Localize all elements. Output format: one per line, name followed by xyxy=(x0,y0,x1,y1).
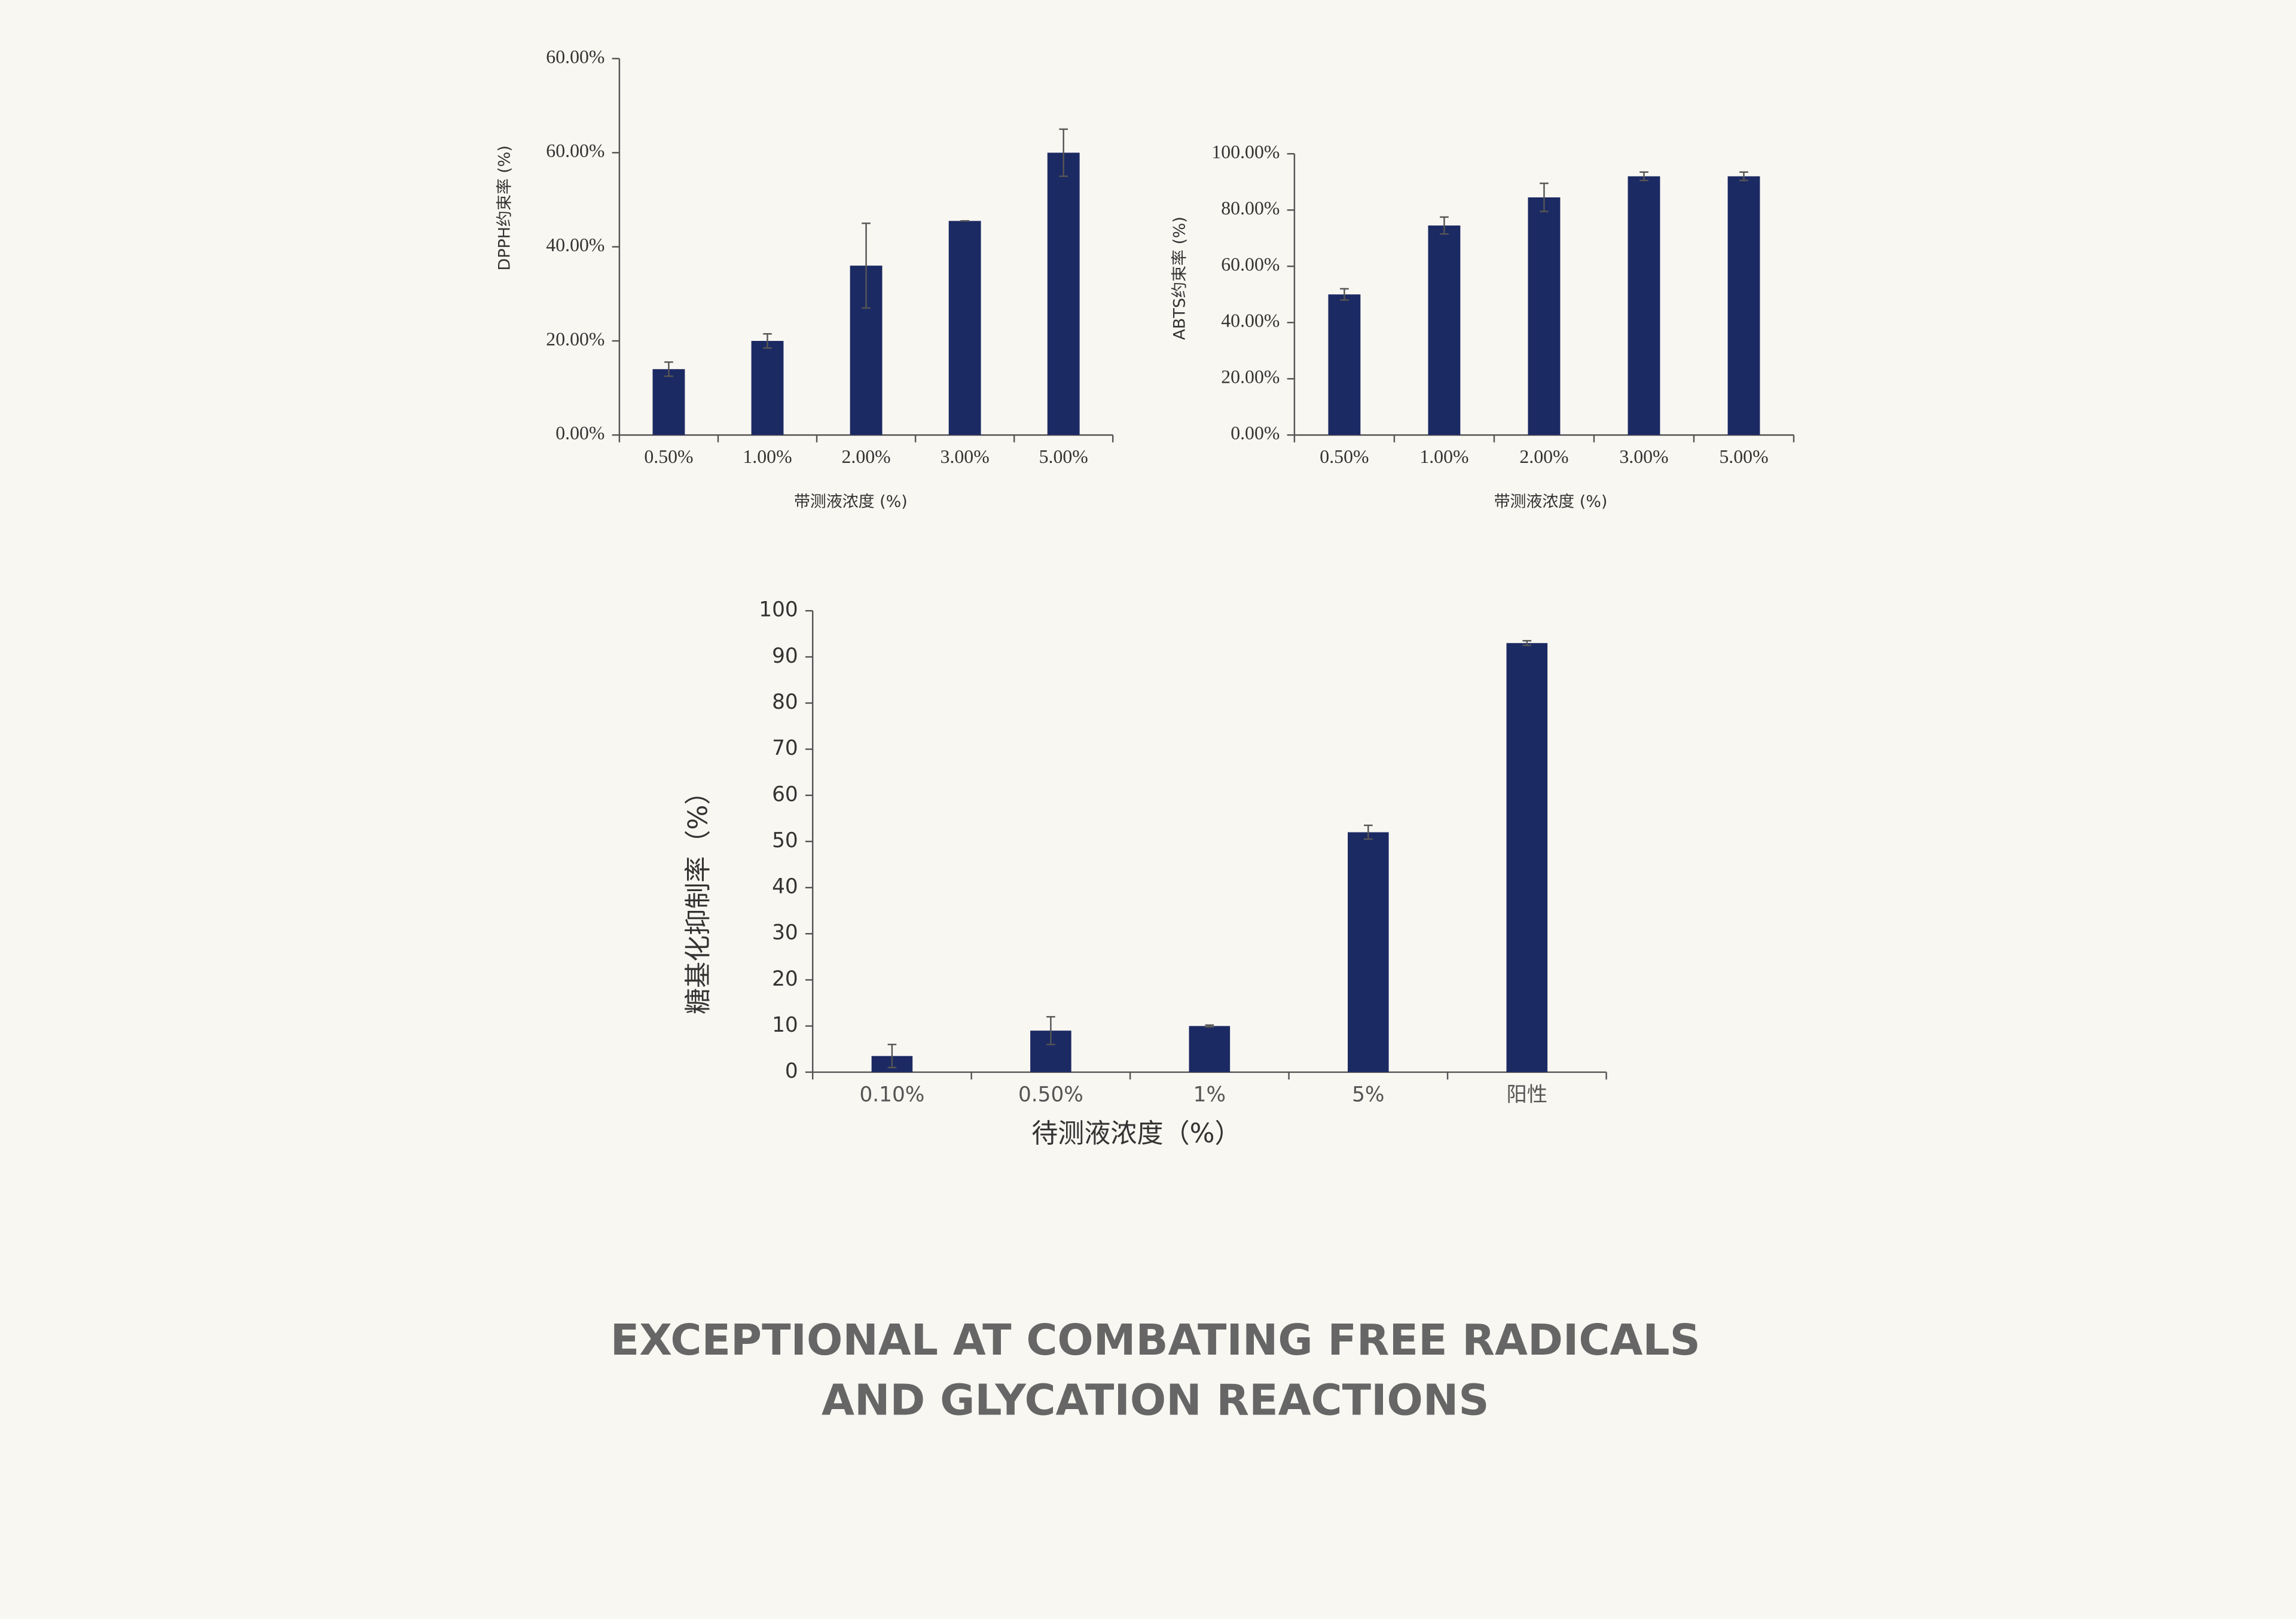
bar xyxy=(1528,197,1561,435)
bar xyxy=(1628,176,1660,435)
x-tick-label: 1.00% xyxy=(1419,446,1468,467)
bar xyxy=(1348,832,1389,1072)
bar xyxy=(1727,176,1760,435)
y-axis-label: 糖基化抑制率（%） xyxy=(683,779,714,1015)
y-tick-label: 40.00% xyxy=(546,234,604,255)
bar xyxy=(652,369,685,435)
x-tick-label: 0.10% xyxy=(859,1083,924,1106)
x-axis-label: 带测液浓度 (%) xyxy=(1494,493,1608,511)
x-tick-label: 3.00% xyxy=(941,446,990,467)
y-tick-label: 80 xyxy=(772,690,798,714)
x-tick-label: 1% xyxy=(1193,1083,1226,1106)
error-bar xyxy=(1639,171,1648,182)
bar xyxy=(948,221,981,435)
y-tick-label: 90 xyxy=(772,644,798,668)
error-bar xyxy=(1059,128,1068,177)
y-tick-label: 50 xyxy=(772,828,798,852)
error-bar xyxy=(1540,182,1549,212)
y-tick-label: 60 xyxy=(772,782,798,806)
x-axis-label: 带测液浓度 (%) xyxy=(794,493,908,511)
y-tick-label: 0.00% xyxy=(555,423,604,444)
bar xyxy=(1506,643,1548,1072)
y-tick-label: 100 xyxy=(759,598,798,622)
y-tick-label: 10 xyxy=(772,1013,798,1037)
y-tick-label: 0 xyxy=(785,1059,798,1083)
y-tick-label: 30 xyxy=(772,921,798,945)
error-bar xyxy=(664,361,673,377)
error-bar xyxy=(763,333,772,349)
y-tick-label: 40 xyxy=(772,875,798,899)
error-bar xyxy=(1340,288,1349,301)
x-tick-label: 2.00% xyxy=(841,446,890,467)
bar xyxy=(1047,153,1080,435)
error-bar xyxy=(1205,1024,1214,1028)
x-tick-label: 5% xyxy=(1352,1083,1384,1106)
x-tick-label: 3.00% xyxy=(1619,446,1668,467)
x-tick-label: 5.00% xyxy=(1039,446,1088,467)
error-bar xyxy=(862,222,871,309)
heading-line: EXCEPTIONAL AT COMBATING FREE RADICALS xyxy=(610,1315,1700,1365)
y-tick-label: 20.00% xyxy=(546,328,604,349)
y-tick-label: 20.00% xyxy=(1221,367,1280,388)
y-tick-label: 40.00% xyxy=(1221,310,1280,331)
y-axis-label: ABTS约束率 (%) xyxy=(1170,217,1189,340)
y-tick-label: 60.00% xyxy=(546,141,604,161)
y-tick-label: 20 xyxy=(772,967,798,991)
y-axis-label: DPPH约束率 (%) xyxy=(495,145,514,270)
y-tick-label: 60.00% xyxy=(1221,254,1280,275)
y-tick-label: 60.00% xyxy=(546,46,604,67)
x-tick-label: 0.50% xyxy=(1018,1083,1083,1106)
error-bar xyxy=(1440,216,1449,235)
bar xyxy=(1189,1026,1231,1072)
x-tick-label: 5.00% xyxy=(1719,446,1768,467)
error-bar xyxy=(1522,640,1532,647)
error-bar xyxy=(1046,1016,1055,1045)
x-tick-label: 0.50% xyxy=(644,446,693,467)
y-tick-label: 100.00% xyxy=(1211,141,1280,162)
bar xyxy=(1328,294,1361,435)
x-tick-label: 1.00% xyxy=(743,446,792,467)
x-tick-label: 阳性 xyxy=(1507,1083,1548,1106)
y-tick-label: 0.00% xyxy=(1231,423,1280,444)
error-bar xyxy=(887,1044,897,1069)
y-tick-label: 80.00% xyxy=(1221,198,1280,219)
bar xyxy=(751,341,784,435)
x-axis-label: 待测液浓度（%） xyxy=(1031,1118,1241,1149)
heading-line: AND GLYCATION REACTIONS xyxy=(822,1376,1489,1425)
y-tick-label: 70 xyxy=(772,736,798,760)
x-tick-label: 0.50% xyxy=(1320,446,1369,467)
error-bar xyxy=(1363,824,1373,840)
error-bar xyxy=(1739,171,1748,182)
bar xyxy=(1428,225,1461,435)
x-tick-label: 2.00% xyxy=(1519,446,1568,467)
